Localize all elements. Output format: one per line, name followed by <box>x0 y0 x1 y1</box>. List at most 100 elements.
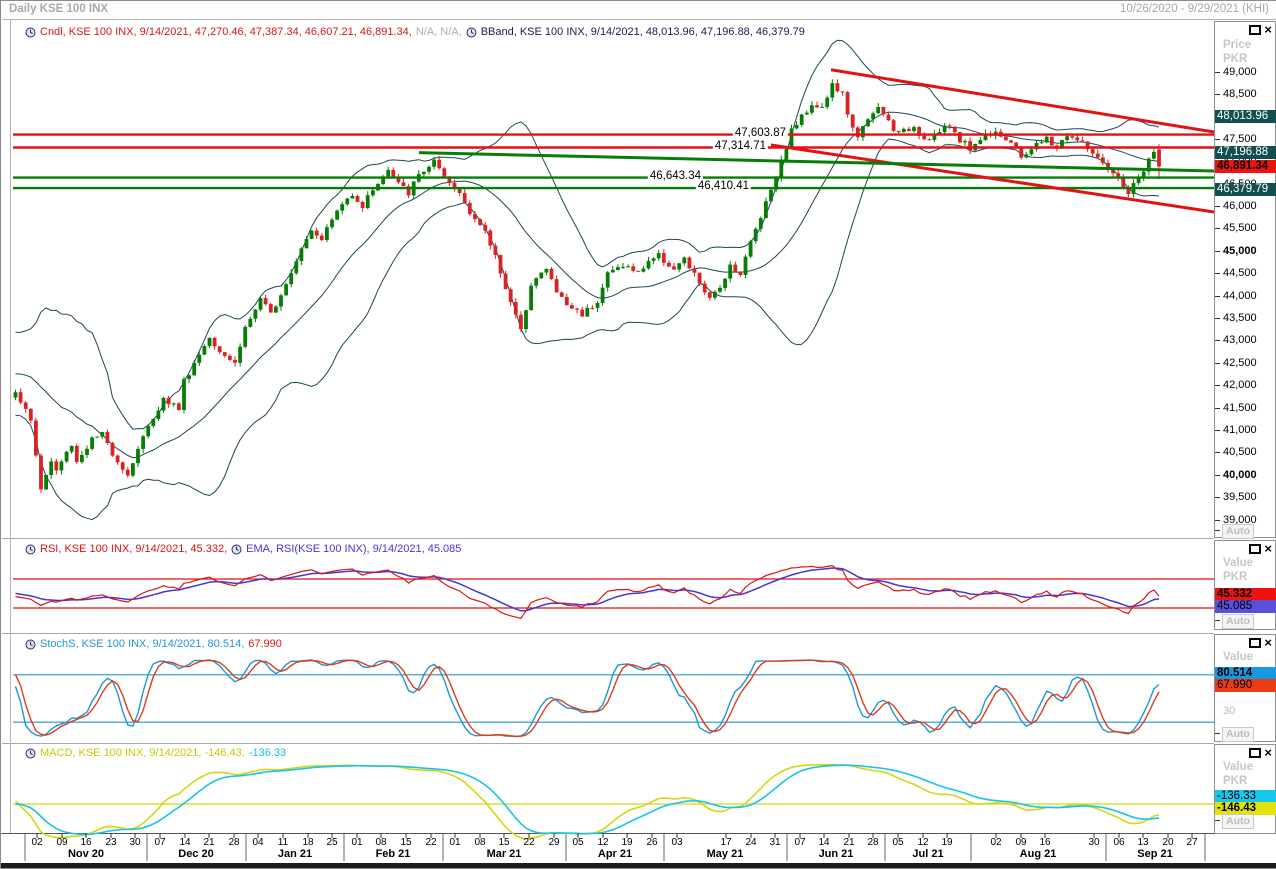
axis-tick-mark <box>1215 820 1220 821</box>
macd-legend-item[interactable]: MACD, KSE 100 INX, 9/14/2021, -146.43, <box>40 747 245 759</box>
price-tick-label: 39,000 <box>1223 513 1257 526</box>
stoch-auto-button[interactable]: Auto <box>1222 727 1254 742</box>
period-icon <box>25 27 36 38</box>
rsi-legend-item[interactable]: EMA, RSI(KSE 100 INX), 9/14/2021, 45.085 <box>246 543 462 555</box>
x-axis-day-label: 14 <box>179 837 191 848</box>
rsi-auto-button[interactable]: Auto <box>1222 614 1254 629</box>
value-badge: -136.33 <box>1215 790 1276 803</box>
x-axis-day-label: 25 <box>326 837 338 848</box>
x-axis-month-label: Feb 21 <box>375 848 411 860</box>
main-legend-item[interactable]: N/A, N/A, <box>415 26 462 38</box>
x-axis-day-label: 28 <box>228 837 240 848</box>
maximize-icon[interactable] <box>1249 637 1262 648</box>
main-legend-item[interactable]: Cndl, KSE 100 INX, 9/14/2021, 47,270.46,… <box>40 26 412 38</box>
stoch-legend: StochS, KSE 100 INX, 9/14/2021, 80.514, 6… <box>25 638 282 650</box>
price-tick-label: 41,500 <box>1223 401 1257 414</box>
x-axis-day-label: 26 <box>646 837 658 848</box>
x-axis-day-label: 19 <box>941 837 953 848</box>
macd-legend-item[interactable]: -136.33 <box>248 747 287 759</box>
rsi-legend-item[interactable]: RSI, KSE 100 INX, 9/14/2021, 45.332, <box>40 543 228 555</box>
axis-header: Value <box>1223 761 1254 773</box>
x-axis-day-label: 21 <box>203 837 215 848</box>
value-badge: 67.990 <box>1215 679 1276 692</box>
value-badge: 45.085 <box>1215 600 1276 613</box>
title-bar: Daily KSE 100 INX 10/26/2020 - 9/29/2021… <box>1 1 1276 19</box>
price-level-label: 47,603.87 <box>732 126 788 139</box>
x-axis-day-label: 07 <box>794 837 806 848</box>
date-range-label: 10/26/2020 - 9/29/2021 (KHI) <box>1120 3 1269 15</box>
x-axis-day-label: 06 <box>1113 837 1125 848</box>
x-axis-day-label: 20 <box>1162 837 1174 848</box>
x-axis-day-label: 04 <box>252 837 264 848</box>
price-tick-mark <box>1215 429 1220 431</box>
price-tick-mark <box>1215 519 1220 521</box>
x-axis-day-label: 05 <box>892 837 904 848</box>
x-axis-day-label: 02 <box>990 837 1002 848</box>
x-axis-day-label: 18 <box>302 837 314 848</box>
axis-header: PKR <box>1223 571 1248 583</box>
price-badge: 46,891.34 <box>1215 159 1276 173</box>
axis-tick-mark <box>1215 733 1220 734</box>
x-axis-month-label: Aug 21 <box>1019 848 1057 860</box>
axis-header: Value <box>1223 651 1254 663</box>
x-axis-day-label: 05 <box>572 837 584 848</box>
x-axis-day-label: 15 <box>498 837 510 848</box>
axis-tick-mark <box>1215 620 1220 621</box>
price-tick-label: 48,500 <box>1223 87 1257 100</box>
x-axis-day-label: 21 <box>843 837 855 848</box>
x-axis-day-label: 19 <box>621 837 633 848</box>
x-axis-day-label: 27 <box>1186 837 1198 848</box>
x-axis-day-label: 30 <box>1088 837 1100 848</box>
close-icon[interactable]: × <box>1264 541 1272 556</box>
x-axis-month-label: Mar 21 <box>486 848 522 860</box>
x-axis-day-label: 09 <box>56 837 68 848</box>
maximize-icon[interactable] <box>1249 24 1262 35</box>
x-axis-day-label: 16 <box>80 837 92 848</box>
close-icon[interactable]: × <box>1264 22 1272 37</box>
price-tick-mark <box>1215 362 1220 364</box>
x-axis-day-label: 24 <box>745 837 757 848</box>
period-icon <box>25 544 36 555</box>
price-tick-label: 43,000 <box>1223 334 1257 347</box>
price-tick-mark <box>1215 138 1220 140</box>
x-axis-day-label: 01 <box>449 837 461 848</box>
axis-tick-mark <box>1215 530 1220 531</box>
value-badge: -146.43 <box>1215 802 1276 815</box>
price-tick-mark <box>1215 452 1220 454</box>
main-auto-button[interactable]: Auto <box>1222 524 1254 539</box>
period-icon <box>25 748 36 759</box>
period-icon <box>25 639 36 650</box>
maximize-icon[interactable] <box>1249 747 1262 758</box>
x-axis-day-label: 07 <box>154 837 166 848</box>
main-legend-item[interactable]: BBand, KSE 100 INX, 9/14/2021, 48,013.96… <box>480 26 805 38</box>
x-axis-month-label: Jun 21 <box>818 848 854 860</box>
window-title: Daily KSE 100 INX <box>9 3 109 15</box>
x-axis-day-label: 12 <box>597 837 609 848</box>
x-axis-day-label: 31 <box>769 837 781 848</box>
x-axis-month-label: Sep 21 <box>1137 848 1173 860</box>
price-tick-mark <box>1215 71 1220 73</box>
price-tick-mark <box>1215 250 1220 252</box>
x-axis-day-label: 13 <box>1137 837 1149 848</box>
maximize-icon[interactable] <box>1249 543 1262 554</box>
x-axis-day-label: 22 <box>425 837 437 848</box>
price-tick-mark <box>1215 497 1220 499</box>
close-icon[interactable]: × <box>1264 635 1272 650</box>
x-axis-day-label: 22 <box>523 837 535 848</box>
stoch-legend-item[interactable]: StochS, KSE 100 INX, 9/14/2021, 80.514, <box>40 638 245 650</box>
x-axis-day-label: 01 <box>351 837 363 848</box>
main-legend: Cndl, KSE 100 INX, 9/14/2021, 47,270.46,… <box>25 26 805 38</box>
period-icon <box>231 544 242 555</box>
price-badge: 47,196.88 <box>1215 146 1276 160</box>
axis-header: Price <box>1223 39 1252 51</box>
x-axis-day-label: 16 <box>1039 837 1051 848</box>
close-icon[interactable]: × <box>1264 745 1272 760</box>
price-tick-label: 44,500 <box>1223 267 1257 280</box>
stoch-legend-item[interactable]: 67.990 <box>248 638 282 650</box>
macd-auto-button[interactable]: Auto <box>1222 814 1254 829</box>
price-tick-label: 45,000 <box>1223 244 1257 257</box>
x-axis-day-label: 08 <box>375 837 387 848</box>
x-axis-day-label: 23 <box>105 837 117 848</box>
x-axis-day-label: 12 <box>917 837 929 848</box>
